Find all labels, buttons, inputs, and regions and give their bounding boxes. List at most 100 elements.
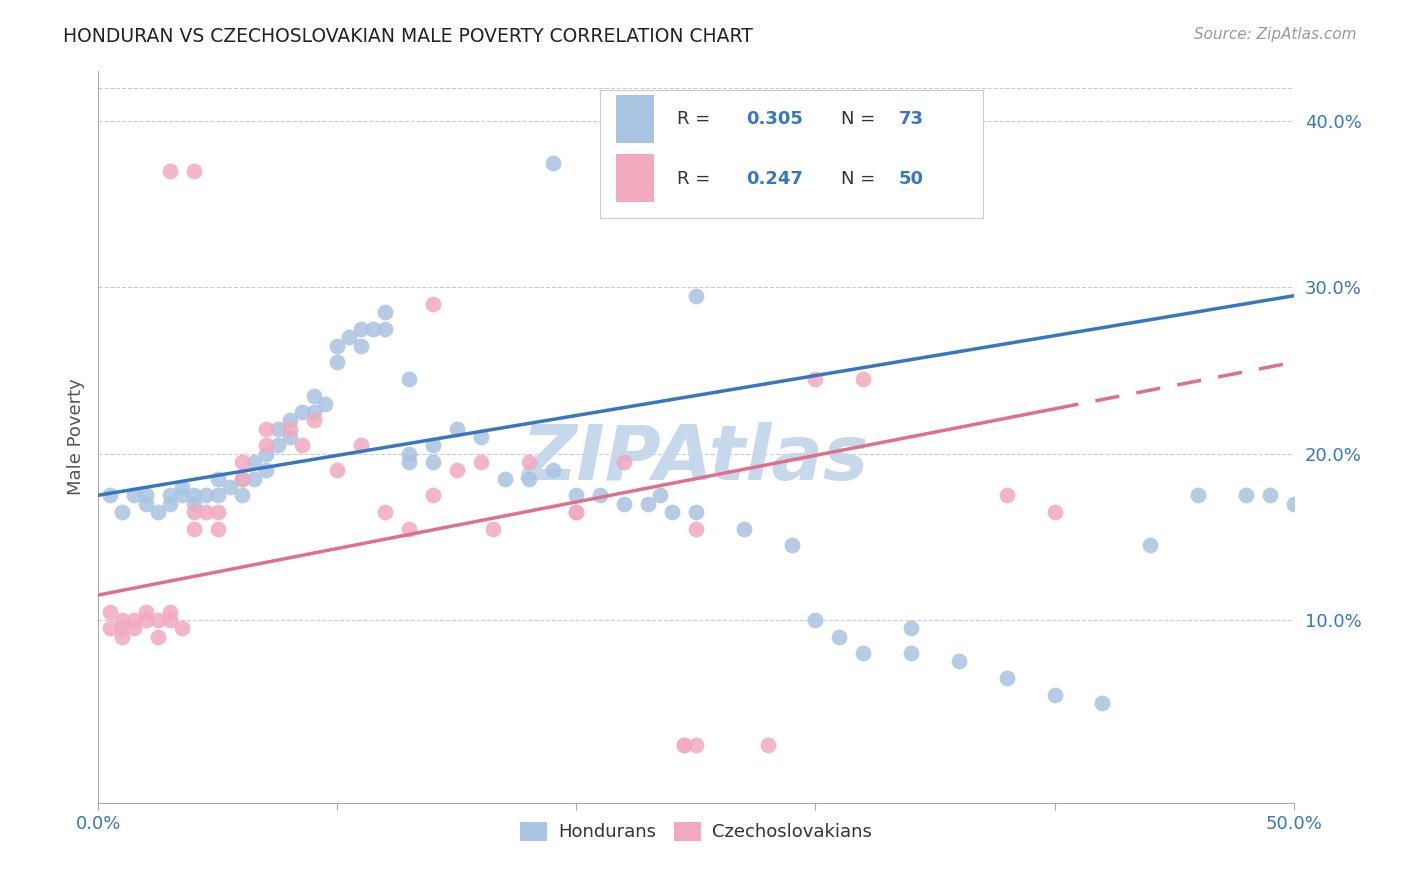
Point (111, 505, 134, 519)
Point (494, 472, 516, 486)
Point (422, 438, 444, 452)
Point (254, 463, 277, 477)
Text: HONDURAN VS CZECHOSLOVAKIAN MALE POVERTY CORRELATION CHART: HONDURAN VS CZECHOSLOVAKIAN MALE POVERTY… (63, 27, 754, 45)
Point (1187, 488, 1209, 502)
Point (470, 430, 492, 444)
Point (374, 322, 396, 336)
Point (254, 422, 277, 436)
Point (207, 521, 229, 535)
Point (183, 505, 205, 519)
Point (900, 621, 922, 635)
Point (326, 338, 349, 352)
Point (1043, 505, 1066, 519)
Point (278, 422, 301, 436)
Point (995, 671, 1018, 685)
Point (398, 455, 420, 469)
Point (565, 505, 588, 519)
Point (111, 621, 134, 635)
Point (183, 521, 205, 535)
Point (685, 289, 707, 303)
Point (398, 372, 420, 386)
Point (350, 322, 373, 336)
Point (207, 505, 229, 519)
Point (995, 488, 1018, 502)
Point (613, 455, 636, 469)
Point (315, 397, 337, 411)
Point (1043, 688, 1066, 702)
Point (422, 488, 444, 502)
Point (948, 655, 970, 669)
Point (1139, 538, 1161, 552)
Point (231, 472, 253, 486)
Point (98, 605, 122, 619)
Point (541, 155, 564, 169)
Point (648, 488, 672, 502)
Point (804, 372, 827, 386)
Point (302, 405, 325, 419)
Point (159, 613, 181, 627)
Point (291, 405, 314, 419)
Point (183, 488, 205, 502)
Point (398, 447, 420, 461)
Point (517, 472, 540, 486)
Point (183, 497, 205, 511)
Point (398, 521, 420, 535)
Point (326, 463, 349, 477)
Point (302, 388, 325, 402)
Point (254, 438, 277, 452)
Point (350, 338, 373, 352)
Point (135, 497, 157, 511)
Point (124, 488, 146, 502)
Legend: Hondurans, Czechoslovakians: Hondurans, Czechoslovakians (513, 814, 879, 848)
Point (446, 463, 468, 477)
Point (852, 646, 875, 660)
Point (685, 505, 707, 519)
Y-axis label: Male Poverty: Male Poverty (66, 379, 84, 495)
Point (565, 488, 588, 502)
Point (159, 488, 181, 502)
Point (481, 521, 505, 535)
Point (1282, 497, 1305, 511)
Point (804, 613, 827, 627)
Point (172, 488, 194, 502)
Point (135, 613, 157, 627)
Point (363, 322, 385, 336)
Point (207, 472, 229, 486)
Point (374, 505, 396, 519)
Point (111, 630, 134, 644)
Point (135, 605, 157, 619)
Point (661, 505, 683, 519)
Point (231, 455, 253, 469)
Point (673, 738, 696, 752)
Point (565, 505, 588, 519)
Point (135, 488, 157, 502)
Point (278, 413, 301, 427)
Point (254, 447, 277, 461)
Point (339, 330, 361, 344)
Point (159, 605, 181, 619)
Point (111, 613, 134, 627)
Point (852, 372, 875, 386)
Point (422, 455, 444, 469)
Point (267, 422, 290, 436)
Point (446, 422, 468, 436)
Point (302, 413, 325, 427)
Point (350, 438, 373, 452)
Point (207, 488, 229, 502)
Point (685, 738, 707, 752)
Point (159, 497, 181, 511)
Point (148, 630, 170, 644)
Text: Source: ZipAtlas.com: Source: ZipAtlas.com (1194, 27, 1357, 42)
Point (685, 521, 707, 535)
Text: ZIPAtlas: ZIPAtlas (522, 422, 870, 496)
Point (733, 521, 755, 535)
Point (900, 646, 922, 660)
Point (422, 297, 444, 311)
Point (541, 463, 564, 477)
Point (1091, 696, 1114, 710)
Point (673, 738, 696, 752)
Point (195, 505, 218, 519)
Point (231, 472, 253, 486)
Point (374, 305, 396, 319)
Point (231, 488, 253, 502)
